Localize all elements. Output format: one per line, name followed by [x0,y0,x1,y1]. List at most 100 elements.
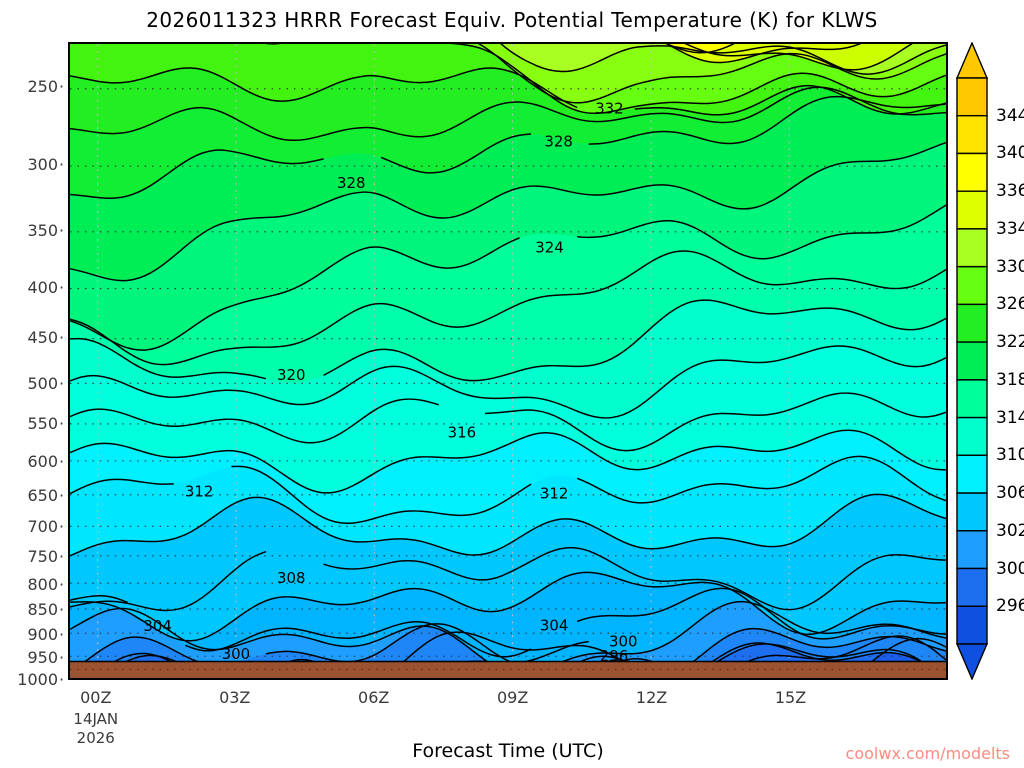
x-tick-06Z: 06Z [358,688,390,707]
contour-label-332: 332 [595,100,623,118]
contour-line-318 [70,345,946,419]
y-tick-600: 600 [27,451,58,471]
colorbar-band-6 [956,303,988,343]
y-tick-900: 900 [27,624,58,644]
contour-label-308: 308 [277,569,305,587]
filled-contour-band-342 [70,44,946,63]
colorbar-tick-334: 334 [996,218,1024,239]
y-tick-mark: · [59,517,65,537]
y-tick-mark: · [59,670,65,689]
contour-label-296: 296 [600,647,628,665]
colorbar-tick-322: 322 [996,332,1024,353]
y-tick-mark: · [59,624,65,644]
colorbar-extend-min-arrow [955,643,989,680]
colorbar-tick-318: 318 [996,369,1024,390]
contour-line-332 [70,67,578,109]
contour-line-324 [577,204,946,260]
contour-label-300: 300 [222,645,250,663]
y-tick-500: 500 [27,373,58,393]
contour-line-332 [634,84,946,116]
contour-label-304: 304 [540,617,568,635]
colorbar-tick-330: 330 [996,256,1024,277]
colorbar-band-13 [956,567,988,607]
y-tick-mark: · [59,451,65,471]
contour-line-310 [70,493,946,557]
contour-line-320 [323,299,946,382]
colorbar-svg [955,42,989,680]
y-tick-850: 850 [27,600,58,620]
colorbar-tick-306: 306 [996,483,1024,504]
y-tick-750: 750 [27,546,58,566]
y-tick-300: 300 [27,155,58,175]
y-tick-mark: · [59,328,65,348]
x-tick-12Z: 12Z [635,688,668,707]
contour-line-298 [87,631,946,678]
contour-label-312: 312 [185,483,213,501]
colorbar-tick-302: 302 [996,520,1024,541]
colorbar-tick-340: 340 [996,143,1024,164]
contour-label-316: 316 [448,423,476,441]
contour-plot-area: 332 328 328 324 320 316 312 312 308 304 304 300 300 2… [68,42,948,680]
x-axis-title: Forecast Time (UTC) [412,740,604,762]
y-tick-mark: · [59,373,65,393]
terrain-block [70,661,946,678]
contour-line-300 [70,636,209,673]
contour-line-328 [588,95,946,145]
contour-line-304 [70,594,128,604]
contour-line-314 [70,429,946,494]
x-tick-15Z: 15Z [774,688,807,707]
watermark: coolwx.com/modelts [845,744,1010,763]
colorbar-band-11 [956,492,988,532]
y-tick-mark: · [59,485,65,505]
x-tick-00Z: 00Z [80,688,112,707]
y-tick-mark: · [59,648,65,668]
contour-line-320 [70,337,267,380]
colorbar-band-1 [956,114,988,155]
colorbar-band-7 [956,341,988,381]
colorbar-band-5 [956,265,988,306]
contour-label-304: 304 [143,617,171,635]
y-tick-mark: · [59,600,65,620]
contour-line-336 [477,44,946,104]
y-tick-mark: · [59,220,65,240]
contour-label-300: 300 [609,633,637,651]
contour-line-322 [70,250,946,366]
contour-label-324: 324 [535,238,563,256]
contour-line-304 [576,587,946,640]
colorbar-band-3 [956,190,988,230]
contour-line-324 [70,237,520,351]
colorbar-band-8 [956,379,988,419]
contour-line-312 [576,455,946,504]
colorbar-tick-310: 310 [996,445,1024,466]
contour-line-308 [323,546,946,611]
colorbar-band-10 [956,454,988,494]
colorbar-band-0 [956,77,988,117]
y-tick-450: 450 [27,328,58,348]
y-tick-550: 550 [27,414,58,434]
colorbar-band-12 [956,530,988,570]
colorbar-band-14 [956,605,988,645]
y-tick-250: 250 [27,77,58,97]
colorbar-band-2 [956,152,988,192]
colorbar-band-4 [956,228,988,268]
contour-line-334 [265,44,946,115]
contour-line-330 [70,86,946,142]
contour-line-316 [484,392,946,452]
colorbar-tick-336: 336 [996,181,1024,202]
y-tick-mark: · [59,414,65,434]
colorbar-tick-344: 344 [996,105,1024,126]
y-tick-mark: · [59,278,65,298]
x-tick-03Z: 03Z [219,688,251,707]
y-tick-800: 800 [27,574,58,594]
colorbar-band-9 [956,416,988,457]
contour-line-304 [185,621,532,658]
colorbar-tick-314: 314 [996,407,1024,428]
y-tick-mark: · [59,77,65,97]
y-tick-350: 350 [27,220,58,240]
page-title: 2026011323 HRRR Forecast Equiv. Potentia… [146,8,878,32]
contour-line-306 [70,571,946,642]
contour-line-308 [70,550,267,612]
contour-label-312: 312 [540,485,568,503]
colorbar-tick-326: 326 [996,294,1024,315]
